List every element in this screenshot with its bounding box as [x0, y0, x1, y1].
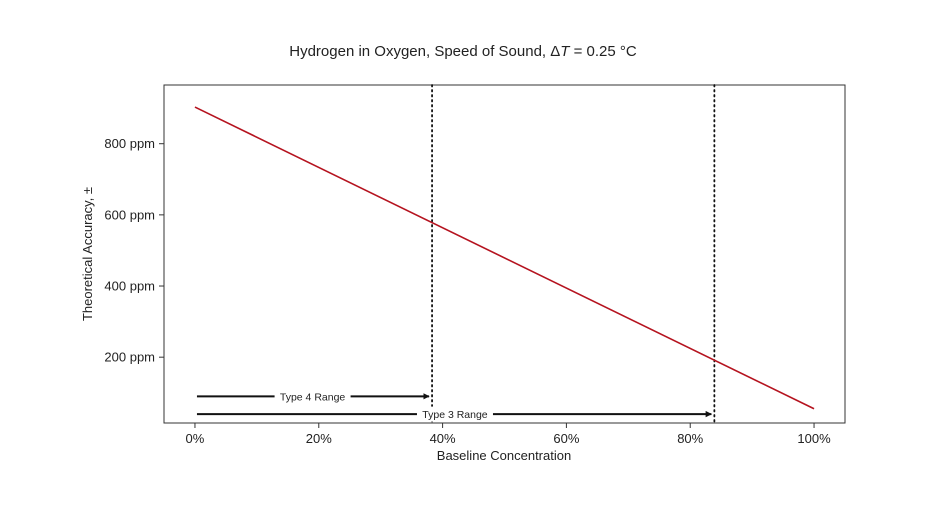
range-label: Type 4 Range: [280, 391, 346, 403]
accuracy-line: [194, 106, 815, 410]
x-tick-label: 0%: [186, 431, 205, 446]
y-axis-ticks: 200 ppm 400 ppm 600 ppm 800 ppm: [104, 136, 164, 365]
y-tick-label: 800 ppm: [104, 136, 155, 151]
title-suffix: = 0.25 °C: [569, 43, 636, 60]
plot-area: [163, 84, 846, 424]
x-tick-label: 40%: [430, 431, 456, 446]
y-tick-label: 200 ppm: [104, 350, 155, 365]
y-tick-label: 600 ppm: [104, 207, 155, 222]
title-italic: T: [560, 43, 571, 60]
range-arrows: Type 4 Range Type 3 Range: [196, 388, 713, 422]
vertical-reference-lines: [431, 84, 716, 424]
x-axis-label: Baseline Concentration: [437, 448, 571, 463]
y-axis-label: Theoretical Accuracy, ±: [80, 187, 95, 321]
range-label: Type 3 Range: [422, 409, 488, 421]
range-label-background: [416, 406, 493, 422]
series-layer: [194, 106, 815, 410]
y-tick-label: 400 ppm: [104, 279, 155, 294]
x-axis-ticks: 0% 20% 40% 60% 80% 100%: [186, 423, 831, 446]
x-tick-label: 100%: [797, 431, 831, 446]
x-tick-label: 60%: [553, 431, 579, 446]
x-tick-label: 20%: [306, 431, 332, 446]
title-prefix: Hydrogen in Oxygen, Speed of Sound, Δ: [289, 43, 560, 60]
x-tick-label: 80%: [677, 431, 703, 446]
range-label-background: [274, 388, 351, 404]
chart-title: Hydrogen in Oxygen, Speed of Sound, ΔT =…: [289, 43, 637, 60]
